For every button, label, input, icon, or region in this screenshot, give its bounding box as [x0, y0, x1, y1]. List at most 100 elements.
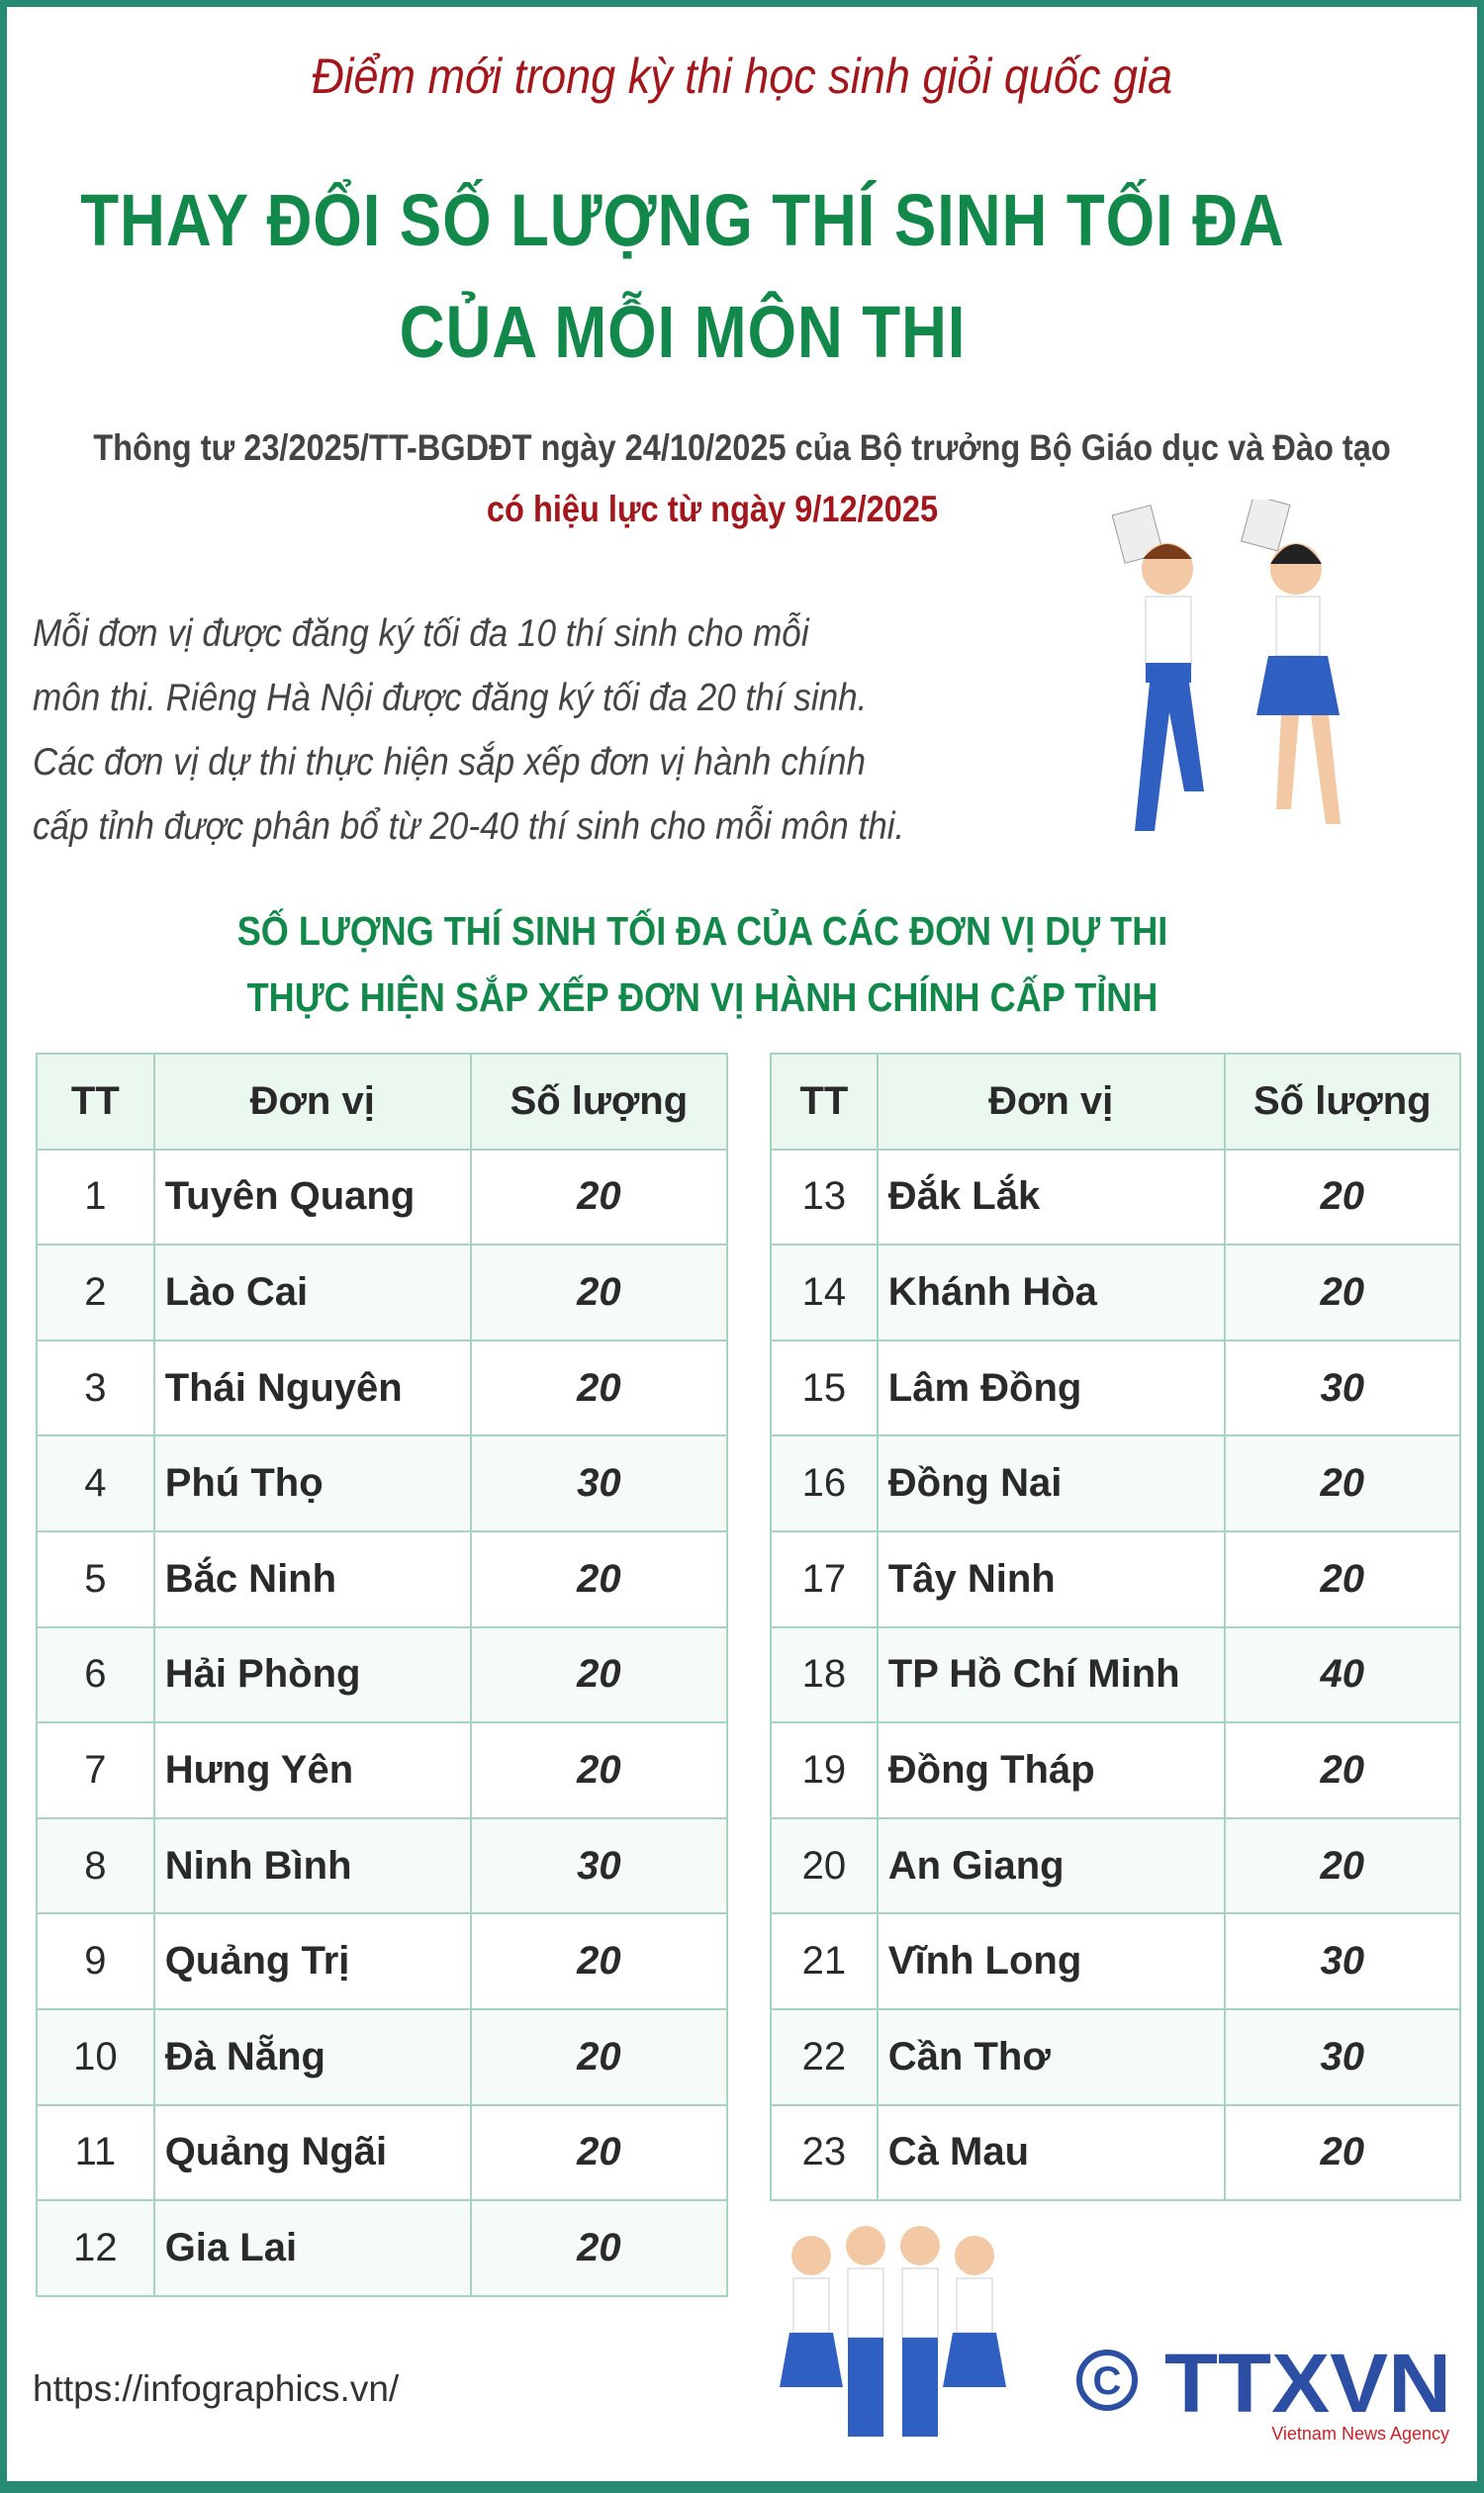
unit-name: Bắc Ninh	[152, 1529, 472, 1628]
unit-name: Hưng Yên	[152, 1721, 472, 1819]
table-row: 2 Lào Cai 20	[36, 1244, 729, 1341]
table-row: 9 Quảng Trị 20	[36, 1912, 729, 2010]
quota-value: 20	[469, 1244, 729, 1341]
unit-name: Lâm Đồng	[876, 1339, 1226, 1437]
table-row: 5 Bắc Ninh 20	[36, 1529, 729, 1628]
row-number: 4	[36, 1434, 155, 1532]
unit-name: Quảng Trị	[152, 1912, 472, 2010]
row-number: 23	[770, 2103, 879, 2202]
quota-value: 40	[1223, 1625, 1462, 1724]
table-row: 11 Quảng Ngãi 20	[36, 2103, 729, 2202]
row-number: 17	[770, 1529, 879, 1628]
row-number: 19	[770, 1721, 879, 1819]
table-row: 16 Đồng Nai 20	[770, 1434, 1462, 1532]
svg-text:Vietnam News Agency: Vietnam News Agency	[1271, 2424, 1449, 2444]
table-row: 4 Phú Thọ 30	[36, 1434, 729, 1532]
description-paragraph: Mỗi đơn vị được đăng ký tối đa 10 thí si…	[33, 601, 968, 859]
quota-value: 20	[469, 1721, 729, 1819]
unit-name: Tuyên Quang	[152, 1148, 472, 1246]
header-quantity: Số lượng	[1223, 1053, 1462, 1151]
unit-name: Vĩnh Long	[876, 1912, 1226, 2010]
unit-name: Phú Thọ	[152, 1434, 472, 1532]
quota-value: 30	[1223, 1339, 1462, 1437]
unit-name: Đà Nẵng	[152, 2007, 472, 2106]
unit-name: Lào Cai	[152, 1244, 472, 1341]
title-line-1: THAY ĐỔI SỐ LƯỢNG THÍ SINH TỐI ĐA	[80, 179, 1285, 261]
table-row: 12 Gia Lai 20	[36, 2199, 729, 2297]
header-quantity: Số lượng	[469, 1053, 729, 1151]
quota-value: 20	[469, 1625, 729, 1724]
row-number: 15	[770, 1339, 879, 1437]
svg-text:TTXVN: TTXVN	[1164, 2343, 1451, 2430]
table-row: 18 TP Hồ Chí Minh 40	[770, 1625, 1462, 1724]
quota-value: 20	[1223, 1244, 1462, 1341]
quota-value: 20	[469, 2103, 729, 2202]
unit-name: Đồng Tháp	[876, 1721, 1226, 1819]
header-tt: TT	[36, 1053, 155, 1151]
effective-date: có hiệu lực từ ngày 9/12/2025	[486, 489, 939, 529]
quota-value: 20	[1223, 2103, 1462, 2202]
row-number: 14	[770, 1244, 879, 1341]
row-number: 3	[36, 1339, 155, 1437]
svg-text:C: C	[1093, 2359, 1122, 2403]
unit-name: Gia Lai	[152, 2199, 472, 2297]
quota-value: 20	[469, 2199, 729, 2297]
unit-name: Khánh Hòa	[876, 1244, 1226, 1341]
quota-value: 20	[1223, 1434, 1462, 1532]
quota-value: 30	[1223, 1912, 1462, 2010]
quota-value: 20	[469, 2007, 729, 2106]
table-row: 8 Ninh Bình 30	[36, 1816, 729, 1915]
quota-table-right: TT Đơn vị Số lượng 13 Đắk Lắk 20 14 Khánh Hò…	[770, 1053, 1462, 2202]
quota-value: 20	[1223, 1816, 1462, 1915]
row-number: 7	[36, 1721, 155, 1819]
table-row: 23 Cà Mau 20	[770, 2103, 1462, 2202]
table-row: 19 Đồng Tháp 20	[770, 1721, 1462, 1819]
quota-table-left: TT Đơn vị Số lượng 1 Tuyên Quang 20 2 Lào Ca…	[36, 1053, 729, 2297]
table-row: 15 Lâm Đồng 30	[770, 1339, 1462, 1437]
ttxvn-logo: C TTXVN Vietnam News Agency	[1073, 2337, 1459, 2451]
quota-value: 30	[469, 1816, 729, 1915]
unit-name: Ninh Bình	[152, 1816, 472, 1915]
table-row: 21 Vĩnh Long 30	[770, 1912, 1462, 2010]
quota-value: 20	[1223, 1721, 1462, 1819]
copyright-icon: C TTXVN Vietnam News Agency	[1076, 2337, 1451, 2444]
row-number: 6	[36, 1625, 155, 1724]
paragraph-line: cấp tỉnh được phân bổ từ 20-40 thí sinh …	[33, 805, 905, 848]
row-number: 22	[770, 2007, 879, 2106]
subtitle: Điểm mới trong kỳ thi học sinh giỏi quốc…	[311, 48, 1173, 104]
unit-name: An Giang	[876, 1816, 1226, 1915]
table-row: 20 An Giang 20	[770, 1816, 1462, 1915]
header-tt: TT	[770, 1053, 879, 1151]
row-number: 10	[36, 2007, 155, 2106]
row-number: 21	[770, 1912, 879, 2010]
unit-name: Đắk Lắk	[876, 1148, 1226, 1246]
row-number: 5	[36, 1529, 155, 1628]
quota-value: 20	[469, 1912, 729, 2010]
row-number: 13	[770, 1148, 879, 1246]
quota-value: 20	[1223, 1529, 1462, 1628]
quota-value: 20	[469, 1339, 729, 1437]
quota-value: 20	[469, 1529, 729, 1628]
section-title-line-2: THỰC HIỆN SẮP XẾP ĐƠN VỊ HÀNH CHÍNH CẤP …	[246, 974, 1159, 1020]
row-number: 20	[770, 1816, 879, 1915]
header-unit: Đơn vị	[876, 1053, 1226, 1151]
row-number: 9	[36, 1912, 155, 2010]
table-row: 13 Đắk Lắk 20	[770, 1148, 1462, 1246]
row-number: 16	[770, 1434, 879, 1532]
row-number: 1	[36, 1148, 155, 1246]
table-row: 14 Khánh Hòa 20	[770, 1244, 1462, 1341]
table-row: 22 Cần Thơ 30	[770, 2007, 1462, 2106]
table-row: 6 Hải Phòng 20	[36, 1625, 729, 1724]
footer-url[interactable]: https://infographics.vn/	[33, 2368, 400, 2409]
table-row: 10 Đà Nẵng 20	[36, 2007, 729, 2106]
unit-name: Cà Mau	[876, 2103, 1226, 2202]
quota-value: 30	[1223, 2007, 1462, 2106]
students-group-illustration	[780, 2226, 1006, 2437]
quota-value: 20	[469, 1148, 729, 1246]
quota-value: 20	[1223, 1148, 1462, 1246]
unit-name: Thái Nguyên	[152, 1339, 472, 1437]
table-row: 17 Tây Ninh 20	[770, 1529, 1462, 1628]
paragraph-line: Mỗi đơn vị được đăng ký tối đa 10 thí si…	[33, 612, 809, 655]
row-number: 8	[36, 1816, 155, 1915]
